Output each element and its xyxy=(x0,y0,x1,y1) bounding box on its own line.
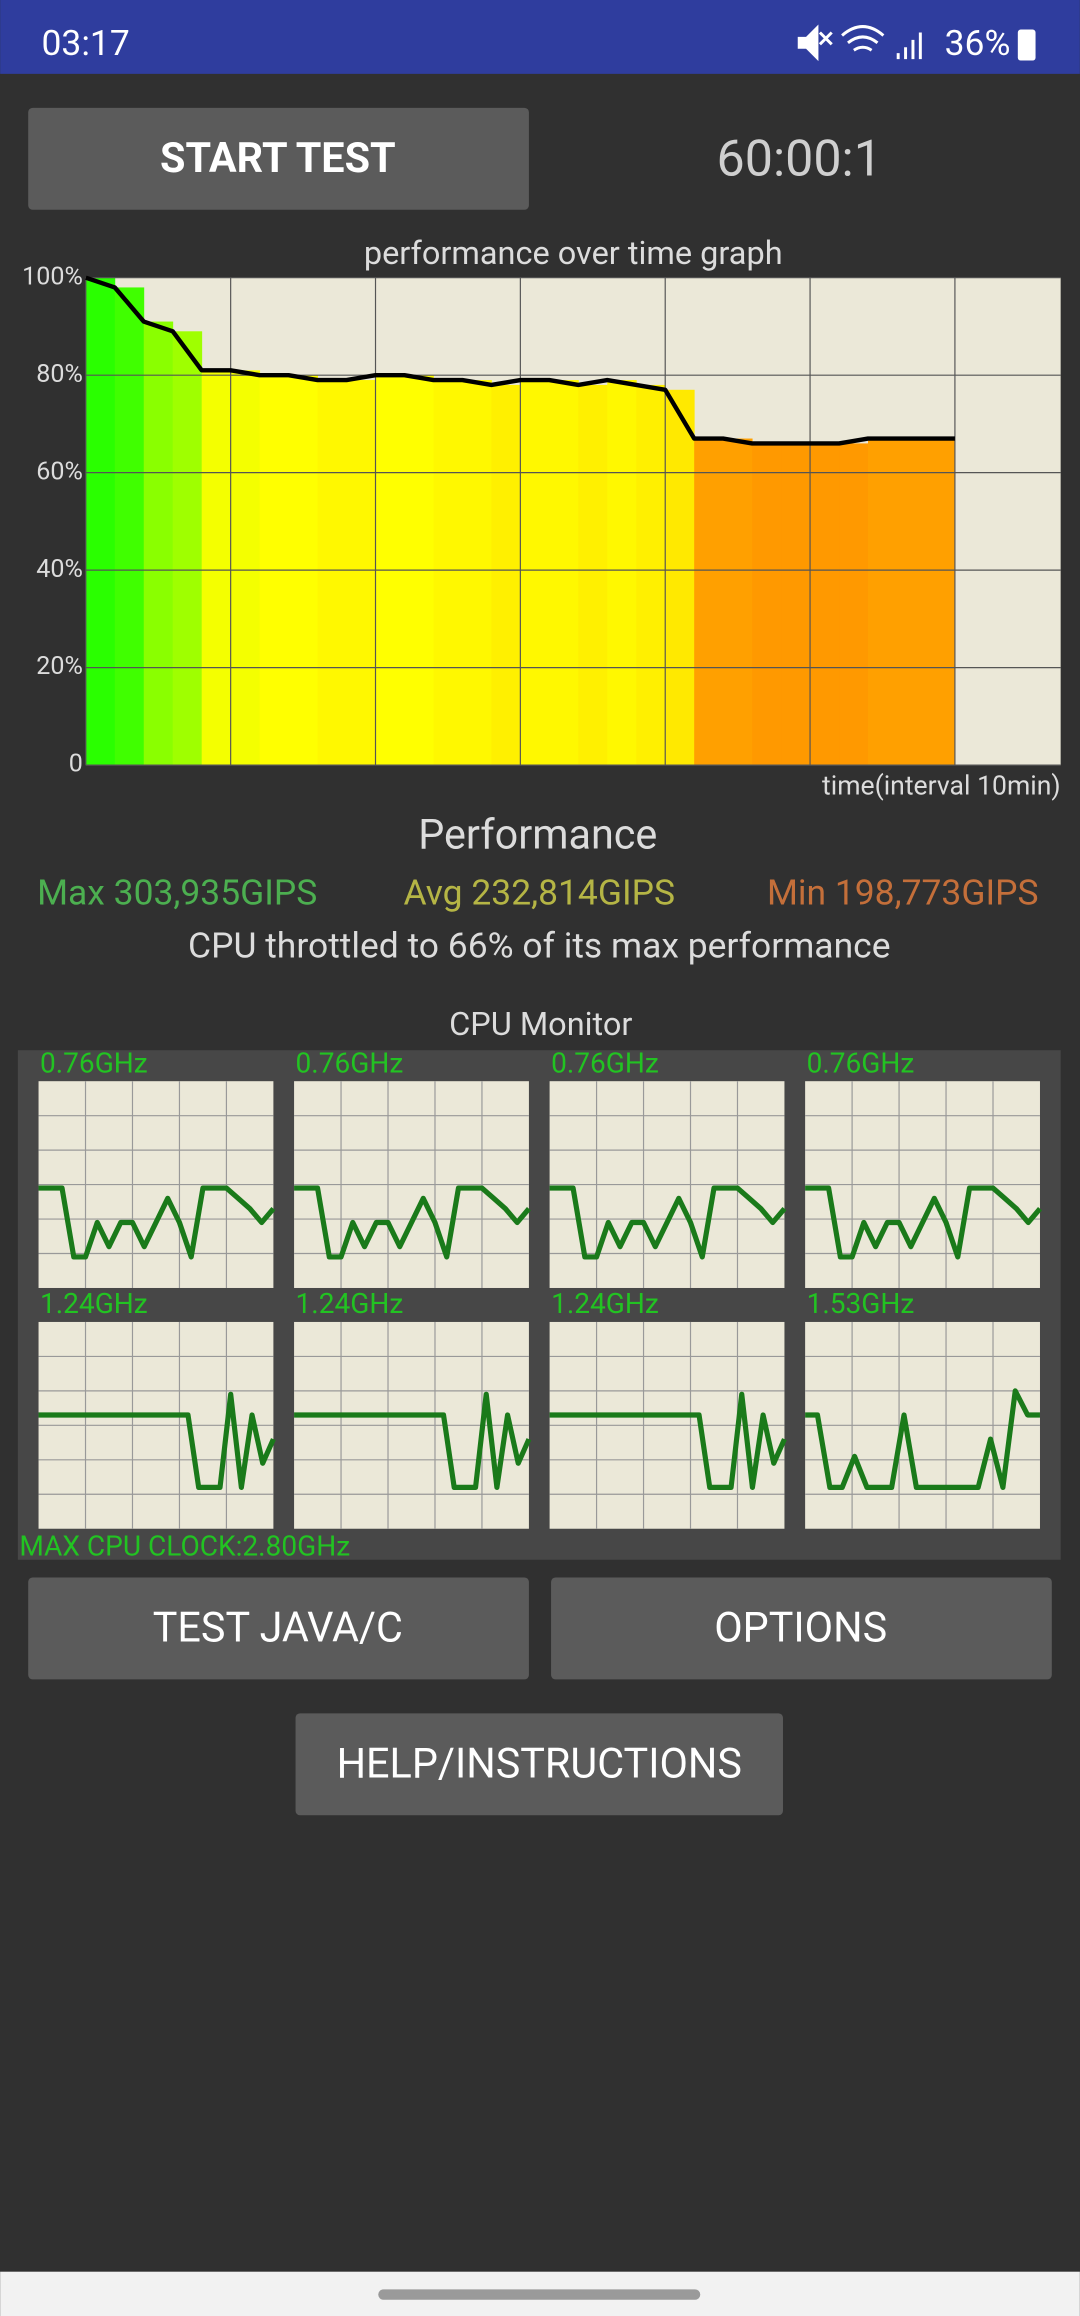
core-graph: 0.76GHz xyxy=(805,1046,1042,1288)
avg-performance: Avg 232,814GIPS xyxy=(403,871,675,913)
performance-band xyxy=(839,443,869,766)
core-graph: 1.24GHz xyxy=(294,1287,532,1529)
performance-band xyxy=(607,380,637,766)
performance-band xyxy=(665,389,695,766)
performance-band xyxy=(317,380,347,766)
core-graph: 1.24GHz xyxy=(38,1287,276,1529)
y-tick-label: 60% xyxy=(36,457,83,486)
core-frequency-line xyxy=(38,1391,276,1490)
performance-band xyxy=(520,380,550,766)
performance-band xyxy=(925,438,956,766)
core-graph: 0.76GHz xyxy=(38,1046,276,1288)
core-frequency: 0.76GHz xyxy=(551,1046,659,1079)
performance-line xyxy=(85,275,955,446)
start-test-button[interactable] xyxy=(28,107,529,210)
y-tick-label: 100% xyxy=(22,262,83,291)
max-performance: Max 303,935GIPS xyxy=(37,871,317,913)
button-label: HELP/INSTRUCTIONS xyxy=(337,1740,742,1788)
button-label: TEST JAVA/C xyxy=(153,1605,403,1653)
core-frequency: 1.53GHz xyxy=(807,1287,915,1320)
timer: 60:00:1 xyxy=(717,130,882,189)
clock: 03:17 xyxy=(41,22,129,64)
core-frequency-line xyxy=(549,1391,787,1490)
core-frequency: 1.24GHz xyxy=(551,1287,659,1320)
core-frequency: 0.76GHz xyxy=(296,1046,404,1079)
performance-band xyxy=(578,384,608,766)
core-frequency-line xyxy=(294,1391,532,1490)
core-frequency-line xyxy=(38,1185,276,1260)
help-button[interactable] xyxy=(295,1713,783,1816)
core-frequency: 1.24GHz xyxy=(40,1287,148,1320)
performance-band xyxy=(781,443,811,766)
performance-band xyxy=(462,380,492,766)
test-java-c-button[interactable] xyxy=(28,1577,529,1680)
performance-band xyxy=(810,443,840,766)
performance-title: Performance xyxy=(418,811,657,859)
chart-title: performance over time graph xyxy=(364,234,783,272)
min-performance: Min 198,773GIPS xyxy=(767,871,1039,913)
status-icons xyxy=(797,24,922,62)
cpu-cores: 0.76GHz 0.76GHz 0.76GHz 0.76GHz 1.24GHz 1.24G… xyxy=(38,1046,1042,1529)
home-handle[interactable] xyxy=(378,2289,701,2300)
core-frequency-line xyxy=(549,1185,787,1260)
options-button[interactable] xyxy=(551,1577,1052,1680)
y-tick-label: 20% xyxy=(36,652,83,681)
performance-band xyxy=(346,380,376,766)
performance-graph: 0 20% 40% 60% 80% 100% xyxy=(22,262,1061,779)
core-frequency: 0.76GHz xyxy=(807,1046,915,1079)
y-tick-label: 0 xyxy=(69,750,83,779)
battery-percent: 36% xyxy=(945,22,1011,64)
performance-band xyxy=(491,384,521,766)
performance-band xyxy=(143,321,174,766)
status-bar xyxy=(0,0,1080,74)
cpu-monitor-title: CPU Monitor xyxy=(449,1005,632,1043)
y-tick-label: 80% xyxy=(36,360,83,389)
button-label: START TEST xyxy=(160,135,396,183)
throttle-summary: CPU throttled to 66% of its max performa… xyxy=(188,925,890,967)
button-label: OPTIONS xyxy=(714,1605,887,1653)
performance-band xyxy=(172,331,203,766)
core-graph: 0.76GHz xyxy=(294,1046,531,1288)
max-cpu-clock: MAX CPU CLOCK:2.80GHz xyxy=(19,1529,350,1562)
performance-band xyxy=(723,438,753,766)
core-graph: 1.53GHz xyxy=(805,1287,1040,1529)
performance-band xyxy=(201,370,232,766)
performance-band xyxy=(114,287,145,766)
core-graph: 1.24GHz xyxy=(549,1287,787,1529)
core-frequency: 0.76GHz xyxy=(40,1046,148,1079)
core-graph: 0.76GHz xyxy=(549,1046,787,1288)
core-frequency-line xyxy=(805,1388,1040,1490)
performance-band xyxy=(896,438,927,766)
performance-band xyxy=(636,384,666,766)
y-tick-label: 40% xyxy=(36,555,83,584)
core-frequency-line xyxy=(294,1185,531,1260)
performance-band xyxy=(85,277,116,766)
battery-icon xyxy=(1017,29,1036,61)
performance-band xyxy=(752,443,782,766)
x-axis-label: time(interval 10min) xyxy=(822,770,1061,801)
performance-band xyxy=(868,438,898,766)
performance-band xyxy=(433,380,463,766)
performance-band xyxy=(230,370,261,766)
performance-band xyxy=(549,380,579,766)
core-frequency: 1.24GHz xyxy=(296,1287,404,1320)
performance-band xyxy=(694,438,724,766)
core-frequency-line xyxy=(805,1185,1042,1260)
